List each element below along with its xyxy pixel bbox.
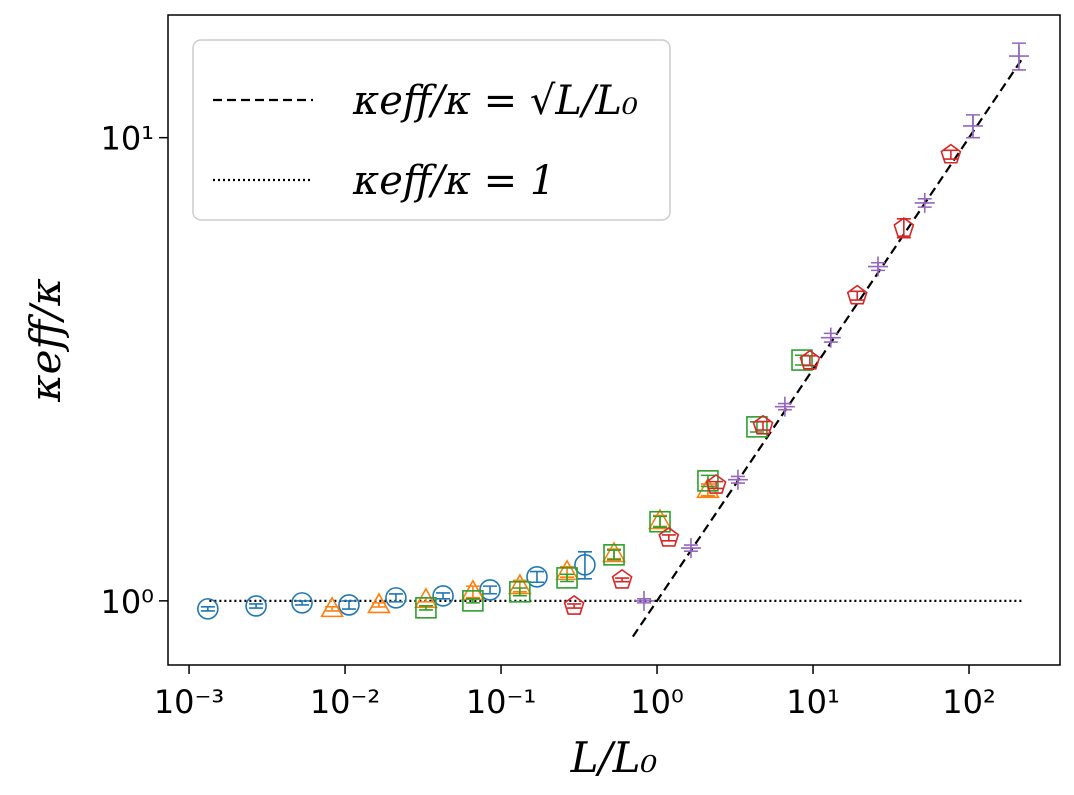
marker (846, 284, 868, 305)
marker (658, 526, 680, 547)
marker (432, 585, 454, 607)
marker (774, 396, 795, 417)
y-tick-label: 10⁰ (100, 583, 154, 621)
marker (868, 256, 889, 277)
marker (603, 544, 625, 566)
marker (526, 566, 548, 588)
error-bar (567, 603, 582, 609)
marker (563, 594, 585, 615)
marker (462, 590, 484, 612)
error-bar (341, 600, 356, 610)
error-bar (200, 605, 215, 612)
marker (291, 592, 313, 614)
legend-label: κeff/κ = 1 (352, 158, 555, 204)
marker (367, 592, 391, 614)
marker (574, 554, 596, 576)
marker (649, 510, 671, 533)
marker (705, 473, 727, 494)
y-tick-label: 10¹ (100, 120, 154, 158)
reference-line (631, 57, 1024, 638)
marker (727, 469, 748, 490)
error-bar (709, 480, 724, 490)
error-bar (418, 604, 433, 611)
error-bar (465, 598, 480, 604)
error-bar (560, 573, 575, 583)
error-bar (661, 534, 676, 542)
x-axis-label: L/L₀ (570, 733, 658, 782)
marker (611, 568, 633, 589)
error-bar (850, 290, 865, 301)
error-bar (607, 549, 622, 561)
marker (648, 508, 672, 530)
marker (893, 217, 915, 237)
x-tick-label: 10⁰ (630, 683, 684, 721)
error-bar (249, 603, 264, 609)
marker (245, 595, 267, 617)
marker (602, 541, 626, 563)
marker (197, 598, 219, 620)
marker (791, 349, 813, 371)
marker (914, 192, 935, 213)
error-bar (465, 585, 480, 599)
error-bar (943, 149, 958, 160)
marker (1008, 46, 1029, 67)
y-axis-label: κeff/κ (21, 278, 70, 403)
x-tick-label: 10² (942, 683, 996, 721)
marker (820, 327, 841, 348)
error-bar (512, 587, 527, 597)
marker (799, 349, 821, 370)
marker (633, 590, 654, 611)
error-bar (653, 515, 668, 529)
marker (479, 579, 501, 601)
legend-label: κeff/κ = √L/L₀ (352, 78, 638, 124)
marker (752, 414, 774, 435)
error-bar (436, 592, 451, 600)
marker (415, 597, 437, 619)
marker (385, 587, 407, 609)
marker (680, 538, 701, 559)
error-bar (295, 600, 310, 606)
error-bar (802, 355, 817, 367)
error-bar (388, 593, 403, 603)
error-bar (483, 585, 498, 595)
x-tick-label: 10¹ (786, 683, 840, 721)
error-bar (615, 577, 630, 583)
marker (509, 581, 531, 603)
marker (746, 416, 768, 438)
error-bar (756, 420, 771, 431)
legend-box (192, 39, 671, 221)
x-tick-label: 10⁻¹ (466, 683, 536, 721)
marker (320, 596, 344, 618)
x-tick-label: 10⁻² (310, 683, 380, 721)
marker (338, 594, 360, 616)
x-tick-label: 10⁻³ (154, 683, 224, 721)
plot-frame (167, 14, 1061, 666)
error-bar (529, 570, 544, 584)
marker (940, 143, 962, 164)
marker (962, 115, 983, 136)
marker (556, 567, 578, 589)
